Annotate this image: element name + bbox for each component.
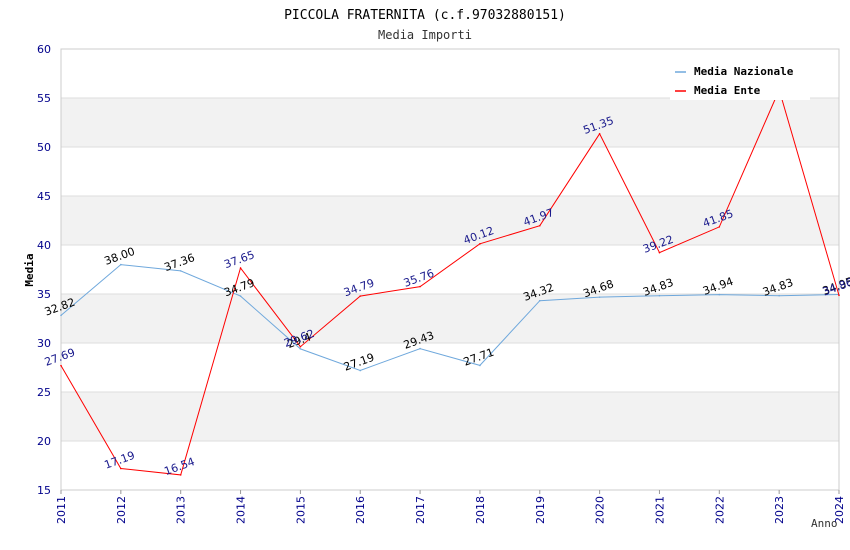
y-tick-label: 35 [37, 288, 51, 301]
x-tick-label: 2012 [115, 496, 128, 524]
data-point [598, 132, 601, 135]
data-point [658, 294, 661, 297]
data-point [60, 364, 62, 367]
x-tick-label: 2022 [713, 496, 726, 524]
y-tick-label: 55 [37, 92, 51, 105]
data-point [299, 345, 302, 348]
y-tick-label: 40 [37, 239, 51, 252]
data-label: 37.65 [222, 248, 256, 271]
data-point [179, 270, 182, 272]
y-tick-label: 45 [37, 190, 51, 203]
data-point [718, 293, 721, 296]
data-point [419, 347, 421, 350]
series-line-media-ente [60, 88, 840, 476]
data-point [120, 467, 122, 470]
x-tick-label: 2011 [55, 496, 68, 524]
y-tick-label: 30 [37, 337, 51, 350]
data-point [359, 369, 362, 372]
x-tick-label: 2020 [594, 496, 607, 524]
x-tick-label: 2017 [414, 496, 427, 524]
y-tick-label: 15 [37, 484, 51, 497]
x-tick-label: 2018 [474, 496, 487, 524]
y-axis-ticks: 15 20 25 30 35 40 45 50 55 60 [37, 43, 51, 497]
data-point [658, 251, 661, 254]
chart-subtitle: Media Importi [378, 28, 472, 42]
legend-box [670, 60, 810, 100]
chart-title: PICCOLA FRATERNITA (c.f.97032880151) [284, 8, 566, 23]
y-tick-label: 50 [37, 141, 51, 154]
data-point [299, 348, 302, 350]
data-point [838, 294, 840, 297]
plot-background-bands [61, 98, 839, 441]
y-tick-label: 25 [37, 386, 51, 399]
data-point [239, 295, 242, 297]
data-point [538, 224, 541, 227]
y-tick-label: 60 [37, 43, 51, 56]
x-tick-label: 2021 [653, 496, 666, 524]
plot-frame [60, 48, 840, 491]
y-axis-label: Media [23, 253, 36, 286]
data-label: 38.00 [103, 245, 137, 268]
x-axis-ticks: 2011 2012 2013 2014 2015 2016 2017 2018 2019 2020… [55, 490, 846, 524]
data-point [598, 296, 601, 298]
data-point [359, 295, 362, 297]
x-tick-label: 2014 [235, 496, 248, 524]
plot-band [61, 392, 839, 441]
x-tick-label: 2024 [833, 496, 846, 524]
legend-label-media-ente: Media Ente [694, 84, 761, 97]
data-point [718, 226, 721, 228]
data-point [778, 294, 780, 297]
series-line-media-nazionale [60, 264, 840, 372]
plot-band [61, 294, 839, 343]
series-layer [60, 88, 840, 476]
y-tick-label: 20 [37, 435, 51, 448]
data-point [538, 299, 541, 302]
data-point [479, 364, 481, 367]
data-point [60, 314, 62, 317]
x-tick-label: 2015 [294, 496, 307, 524]
plot-band [61, 196, 839, 245]
data-point [479, 243, 481, 245]
x-tick-label: 2016 [354, 496, 367, 524]
data-point [179, 474, 182, 476]
plot-band [61, 98, 839, 147]
x-axis-label: Anno [811, 517, 838, 530]
x-tick-label: 2019 [534, 496, 547, 524]
data-point [419, 285, 421, 288]
legend: Media Nazionale Media Ente [670, 60, 810, 100]
legend-label-media-nazionale: Media Nazionale [694, 65, 794, 78]
data-point [120, 263, 122, 266]
x-tick-label: 2023 [773, 496, 786, 524]
data-point [239, 267, 242, 269]
x-tick-label: 2013 [175, 496, 188, 524]
data-label: 17.19 [103, 449, 137, 472]
